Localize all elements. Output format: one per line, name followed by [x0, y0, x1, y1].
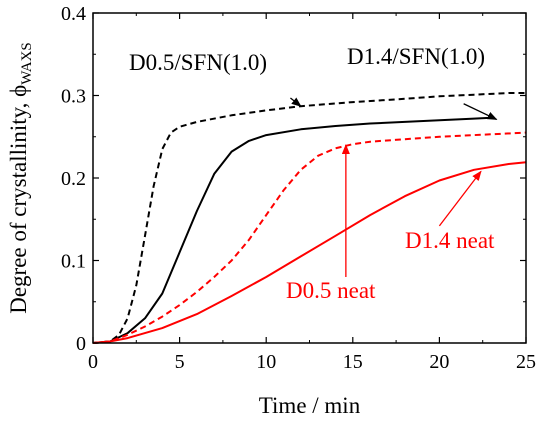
annotation-label-3: D1.4 neat [405, 228, 495, 253]
series-line-0 [92, 92, 526, 344]
y-tick-label: 0.1 [61, 251, 86, 273]
series-line-2 [92, 131, 527, 344]
annotation-label-0: D0.5/SFN(1.0) [129, 50, 267, 75]
x-tick-label: 25 [516, 351, 536, 373]
y-tick-label: 0.3 [61, 86, 86, 108]
annotation-arrow-0 [290, 97, 302, 107]
annotation-label-1: D1.4/SFN(1.0) [347, 44, 485, 69]
x-tick-label: 5 [175, 351, 185, 373]
y-axis-title: Degree of crystallinity, ϕWAXS [6, 42, 35, 314]
y-axis-title-main: Degree of crystallinity, ϕ [6, 85, 31, 314]
annotation-label-2: D0.5 neat [286, 278, 376, 303]
x-tick-label: 20 [429, 351, 449, 373]
x-axis-title: Time / min [259, 393, 361, 418]
y-tick-label: 0.4 [61, 3, 86, 25]
annotation-arrow-3 [438, 170, 482, 227]
series-line-1 [92, 116, 492, 344]
series-line-3 [92, 161, 527, 344]
x-tick-label: 15 [343, 351, 363, 373]
ticks-layer: 0 5 10 15 20 25 0 0.1 0.2 0.3 0.4 [61, 3, 536, 373]
plot-frame [92, 12, 527, 344]
y-tick-label: 0.2 [61, 168, 86, 190]
annotation-arrow-1 [463, 103, 498, 121]
x-tick-label: 10 [256, 351, 276, 373]
y-axis-title-subscript: WAXS [19, 42, 35, 85]
x-tick-label: 0 [88, 351, 98, 373]
annotation-layer: D0.5/SFN(1.0) D1.4/SFN(1.0) D0.5 neat D1.4 … [129, 44, 498, 303]
y-tick-label: 0 [76, 333, 86, 355]
series-layer [92, 92, 527, 344]
